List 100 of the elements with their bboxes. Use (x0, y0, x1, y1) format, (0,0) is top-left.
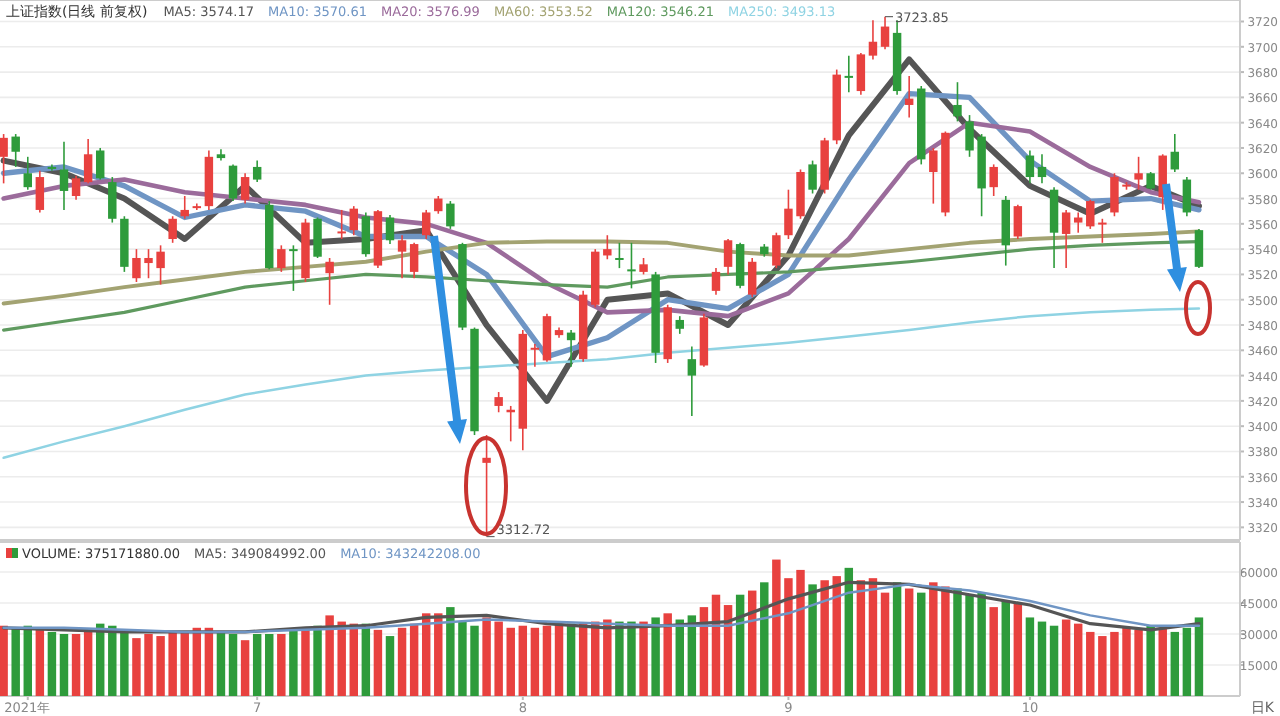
candlestick (446, 200, 455, 230)
line-series (0, 90, 1202, 360)
bar (0, 625, 8, 696)
bar (47, 631, 57, 696)
candlestick (59, 140, 69, 211)
candlestick (627, 242, 636, 290)
bar (180, 631, 189, 696)
bar (1170, 631, 1180, 696)
bar (313, 625, 322, 696)
candlestick (277, 244, 286, 273)
candlestick (349, 205, 358, 237)
candlestick (397, 234, 407, 280)
bar (1037, 621, 1047, 696)
candlestick (603, 234, 612, 261)
candlestick (868, 19, 878, 61)
bar (11, 627, 20, 696)
bar (59, 633, 69, 696)
candlestick (168, 215, 177, 244)
bar (35, 629, 45, 696)
bar (506, 627, 515, 696)
bar (409, 623, 419, 696)
candlestick (1013, 204, 1023, 240)
bar (566, 623, 576, 696)
candlestick (494, 391, 503, 414)
candlestick (1037, 153, 1047, 185)
candlestick (1073, 211, 1083, 234)
bar (216, 631, 226, 696)
candlestick (108, 176, 117, 224)
line-series (1, 229, 1201, 306)
candlestick (844, 54, 854, 94)
candlestick (615, 242, 624, 269)
bar (71, 633, 81, 696)
candlestick (23, 156, 32, 191)
candlestick (687, 345, 697, 417)
bar (639, 621, 648, 696)
bar (277, 633, 286, 696)
bar (240, 640, 250, 696)
bar (892, 582, 902, 696)
bar (1013, 602, 1023, 696)
candlestick (325, 257, 334, 306)
bar (1001, 600, 1010, 696)
bar (83, 631, 93, 696)
bar (434, 613, 443, 696)
bar (542, 625, 552, 696)
bar (832, 576, 841, 696)
candlestick (772, 231, 781, 269)
bar (663, 613, 672, 696)
bar (651, 617, 660, 696)
bar (385, 636, 395, 696)
candlestick (1049, 186, 1059, 269)
candlestick (361, 211, 371, 258)
bar (904, 588, 914, 696)
candlestick (989, 163, 998, 197)
candlestick (83, 138, 93, 185)
candlestick (409, 242, 419, 280)
candlestick (735, 242, 745, 290)
bar (373, 629, 383, 696)
candlestick (953, 81, 962, 123)
line-series (1, 120, 1202, 319)
bar (301, 627, 310, 696)
bar (868, 578, 878, 696)
candlestick (542, 312, 552, 363)
bar (687, 615, 697, 696)
bar (1025, 617, 1035, 696)
bar (603, 619, 612, 696)
candlestick (71, 174, 81, 201)
bar (917, 592, 926, 696)
candlestick (180, 195, 189, 220)
candlestick (1194, 228, 1204, 269)
candlestick (856, 52, 866, 96)
candlestick (904, 75, 914, 119)
candlestick (880, 15, 890, 51)
bar (518, 625, 528, 696)
bar (760, 582, 769, 696)
candlestick (35, 169, 45, 214)
candlestick (0, 133, 8, 185)
bar (530, 627, 540, 696)
bar (578, 623, 588, 696)
bar (1182, 627, 1192, 696)
bar (252, 633, 262, 696)
bar (1049, 625, 1059, 696)
candlestick (1182, 176, 1192, 218)
candlestick (289, 244, 298, 292)
candlestick (1025, 149, 1035, 185)
candlestick (723, 238, 733, 276)
candlestick (1001, 195, 1010, 267)
candlestick (421, 209, 431, 240)
bar (23, 625, 32, 696)
candlestick (228, 163, 238, 202)
candlestick (313, 216, 322, 259)
candlestick (1170, 133, 1180, 173)
bar (1146, 625, 1155, 696)
bar (228, 633, 238, 696)
candlestick (530, 343, 540, 368)
candlestick (1061, 209, 1071, 269)
candlestick (95, 147, 105, 181)
bar (1194, 617, 1204, 696)
bar (808, 584, 817, 696)
candlestick (337, 209, 346, 240)
bar (554, 623, 564, 696)
